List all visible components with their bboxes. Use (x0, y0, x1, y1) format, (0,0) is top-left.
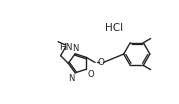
Text: O: O (98, 58, 105, 67)
Text: HN: HN (59, 43, 72, 51)
Text: N: N (68, 74, 74, 83)
Text: O: O (87, 70, 94, 79)
Text: HCl: HCl (105, 23, 123, 33)
Text: N: N (72, 44, 78, 53)
